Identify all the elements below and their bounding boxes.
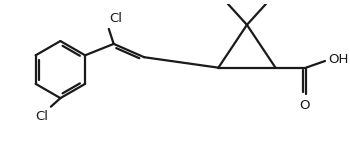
Text: Cl: Cl — [35, 110, 48, 122]
Text: O: O — [300, 99, 310, 112]
Text: OH: OH — [328, 53, 348, 66]
Text: Cl: Cl — [109, 12, 122, 25]
